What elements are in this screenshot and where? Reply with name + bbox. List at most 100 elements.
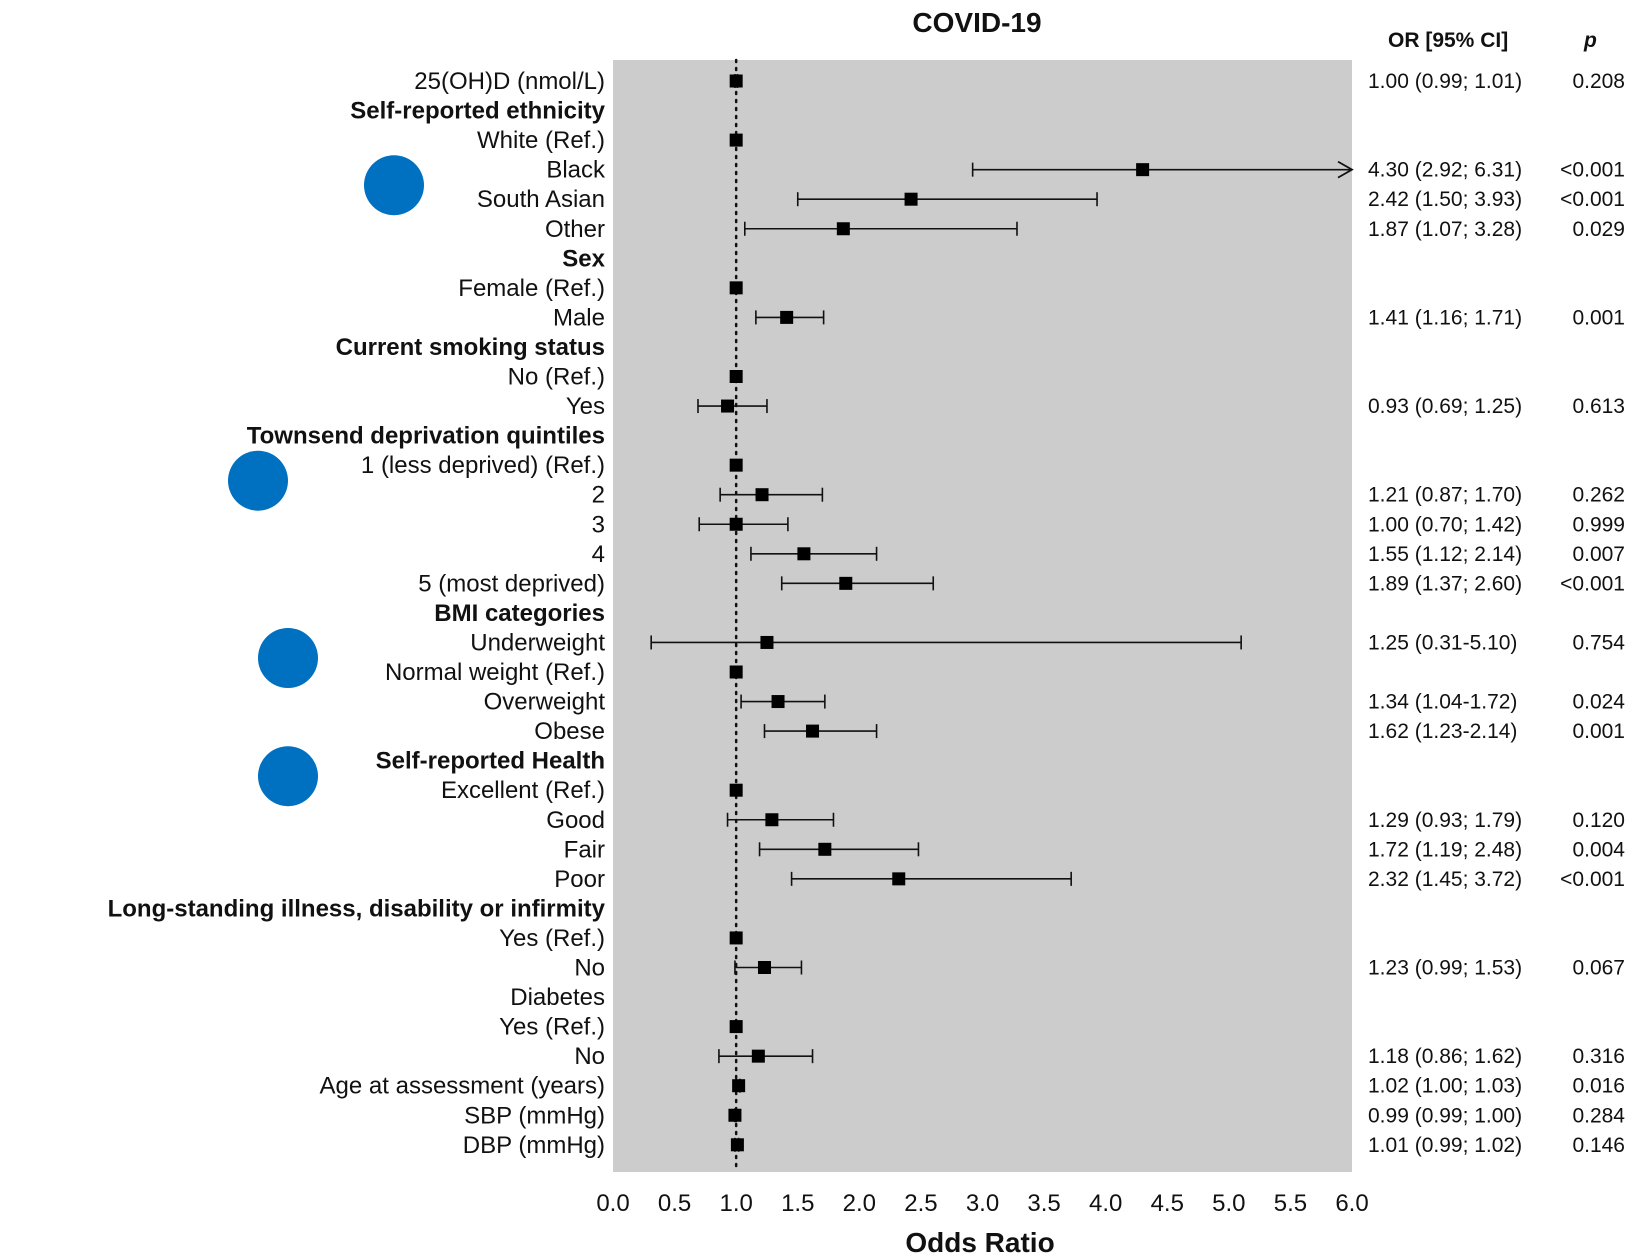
chart-title: COVID-19 — [912, 7, 1041, 38]
point-estimate — [751, 1049, 765, 1063]
row-label: Underweight — [470, 629, 605, 656]
point-estimate — [729, 133, 743, 147]
row-label: Poor — [554, 866, 605, 893]
p-value: 0.120 — [1572, 809, 1625, 832]
point-estimate — [728, 1108, 742, 1122]
or-ci-value: 1.02 (1.00; 1.03) — [1368, 1075, 1522, 1098]
point-estimate — [904, 192, 918, 206]
row-label: South Asian — [477, 186, 605, 213]
or-ci-value: 1.55 (1.12; 2.14) — [1368, 543, 1522, 566]
point-estimate — [760, 635, 774, 649]
x-tick-label: 2.0 — [843, 1190, 876, 1217]
point-estimate — [729, 665, 743, 679]
group-heading: BMI categories — [434, 600, 605, 627]
x-tick-label: 1.0 — [719, 1190, 752, 1217]
point-estimate — [780, 310, 794, 324]
point-estimate — [836, 222, 850, 236]
or-ci-value: 0.93 (0.69; 1.25) — [1368, 395, 1522, 418]
row-label: No (Ref.) — [508, 364, 605, 391]
x-axis-title: Odds Ratio — [905, 1227, 1054, 1258]
row-label: No — [574, 1043, 605, 1070]
or-ci-value: 1.41 (1.16; 1.71) — [1368, 306, 1522, 329]
p-value: 0.024 — [1572, 691, 1625, 714]
point-estimate — [721, 399, 735, 413]
point-estimate — [757, 961, 771, 974]
plot-background — [613, 60, 1352, 1172]
p-value: 0.001 — [1572, 306, 1625, 329]
x-tick-label: 5.5 — [1274, 1190, 1307, 1217]
row-label: Obese — [534, 718, 605, 745]
p-value: 0.067 — [1572, 957, 1625, 980]
x-tick-label: 1.5 — [781, 1190, 814, 1217]
row-label: 4 — [592, 541, 605, 568]
group-heading: Current smoking status — [336, 334, 605, 361]
point-estimate — [730, 1138, 744, 1152]
p-value: 0.754 — [1572, 631, 1625, 654]
point-estimate — [771, 695, 785, 709]
x-tick-label: 3.5 — [1027, 1190, 1060, 1217]
point-estimate — [729, 74, 743, 88]
ci-arrow — [1337, 160, 1354, 179]
p-value: 0.004 — [1572, 838, 1625, 861]
point-estimate — [755, 488, 769, 502]
group-heading: Self-reported ethnicity — [350, 98, 605, 125]
or-ci-value: 1.25 (0.31-5.10) — [1368, 631, 1517, 654]
or-ci-column-header: OR [95% CI] — [1388, 29, 1508, 52]
row-label: Yes — [566, 393, 605, 420]
x-tick-label: 3.0 — [966, 1190, 999, 1217]
highlight-marker-dot — [258, 746, 318, 807]
or-ci-value: 1.34 (1.04-1.72) — [1368, 691, 1517, 714]
x-tick-label: 5.0 — [1212, 1190, 1245, 1217]
row-label: Overweight — [484, 689, 606, 716]
or-ci-value: 1.23 (0.99; 1.53) — [1368, 957, 1522, 980]
row-label: Other — [545, 216, 605, 243]
row-label: 3 — [592, 511, 605, 538]
point-estimate — [729, 517, 743, 531]
row-label: Fair — [564, 836, 605, 863]
row-label: White (Ref.) — [477, 127, 605, 154]
group-heading: Townsend deprivation quintiles — [247, 423, 605, 450]
row-label: Excellent (Ref.) — [441, 777, 605, 804]
p-value: 0.999 — [1572, 513, 1625, 536]
point-estimate — [729, 783, 743, 797]
x-tick-label: 2.5 — [904, 1190, 937, 1217]
or-ci-value: 1.00 (0.70; 1.42) — [1368, 513, 1522, 536]
p-value: 0.016 — [1572, 1075, 1625, 1098]
or-ci-value: 2.32 (1.45; 3.72) — [1368, 868, 1522, 891]
row-label: 5 (most deprived) — [418, 570, 605, 597]
or-ci-value: 1.62 (1.23-2.14) — [1368, 720, 1517, 743]
row-label: 1 (less deprived) (Ref.) — [361, 452, 605, 479]
point-estimate — [732, 1079, 746, 1093]
p-value: 0.007 — [1572, 543, 1625, 566]
x-tick-label: 6.0 — [1335, 1190, 1368, 1217]
point-estimate — [729, 281, 743, 295]
point-estimate — [729, 458, 743, 472]
point-estimate — [1136, 163, 1150, 177]
or-ci-value: 0.99 (0.99; 1.00) — [1368, 1104, 1522, 1127]
row-label: Good — [546, 807, 605, 834]
row-label: 25(OH)D (nmol/L) — [414, 68, 605, 95]
row-label: Age at assessment (years) — [320, 1073, 605, 1100]
highlight-marker-dot — [228, 450, 288, 511]
or-ci-value: 1.00 (0.99; 1.01) — [1368, 70, 1522, 93]
row-label: Yes (Ref.) — [499, 925, 605, 952]
point-estimate — [729, 931, 743, 945]
or-ci-value: 1.01 (0.99; 1.02) — [1368, 1134, 1522, 1157]
p-value: 0.316 — [1572, 1045, 1625, 1068]
or-ci-value: 1.87 (1.07; 3.28) — [1368, 218, 1522, 241]
group-heading: Self-reported Health — [376, 748, 605, 775]
group-heading: Long-standing illness, disability or inf… — [108, 895, 606, 922]
or-ci-value: 1.18 (0.86; 1.62) — [1368, 1045, 1522, 1068]
group-heading: Sex — [562, 245, 605, 272]
point-estimate — [729, 1020, 743, 1034]
row-label: DBP (mmHg) — [463, 1132, 605, 1159]
or-ci-value: 1.21 (0.87; 1.70) — [1368, 484, 1522, 507]
row-label: Female (Ref.) — [458, 275, 605, 302]
p-value: 0.262 — [1572, 484, 1625, 507]
point-estimate — [818, 842, 832, 856]
row-label: Black — [546, 157, 606, 184]
or-ci-value: 4.30 (2.92; 6.31) — [1368, 159, 1522, 182]
point-estimate — [797, 547, 811, 561]
x-tick-label: 0.5 — [658, 1190, 691, 1217]
